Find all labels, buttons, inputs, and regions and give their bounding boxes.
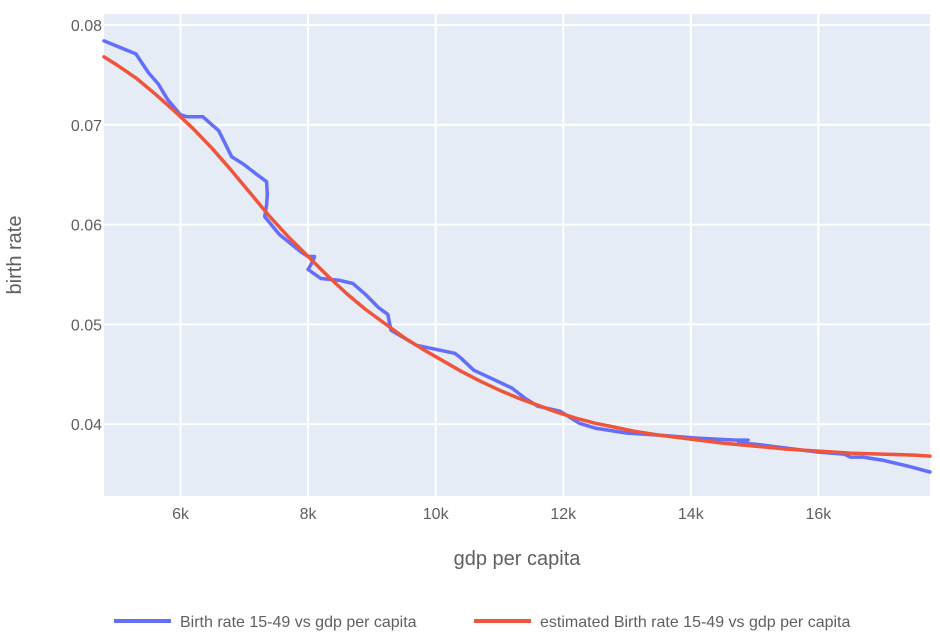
legend-label-series-2[interactable]: estimated Birth rate 15-49 vs gdp per ca… (540, 614, 850, 631)
series-1-line[interactable] (102, 39, 932, 474)
gridlines (104, 14, 930, 496)
x-tick-label: 16k (805, 506, 832, 523)
series-2-line[interactable] (102, 55, 932, 458)
x-tick-label: 6k (172, 506, 190, 523)
plot-area (104, 14, 930, 496)
x-tick-label: 12k (550, 506, 577, 523)
x-tick-label: 8k (300, 506, 318, 523)
y-tick-label: 0.04 (71, 417, 102, 434)
x-tick-label: 14k (678, 506, 705, 523)
y-tick-label: 0.08 (71, 18, 102, 35)
y-axis-title: birth rate (4, 216, 26, 295)
x-axis-ticks: 6k 8k 10k 12k 14k 16k (172, 506, 832, 523)
x-axis-title: gdp per capita (454, 548, 582, 570)
legend: Birth rate 15-49 vs gdp per capita estim… (114, 614, 850, 631)
series-lines (102, 39, 932, 474)
x-tick-label: 10k (423, 506, 450, 523)
y-tick-label: 0.07 (71, 118, 102, 135)
y-tick-label: 0.05 (71, 317, 102, 334)
y-axis-ticks: 0.04 0.05 0.06 0.07 0.08 (71, 18, 102, 434)
y-tick-label: 0.06 (71, 218, 102, 235)
legend-label-series-1[interactable]: Birth rate 15-49 vs gdp per capita (180, 614, 417, 631)
